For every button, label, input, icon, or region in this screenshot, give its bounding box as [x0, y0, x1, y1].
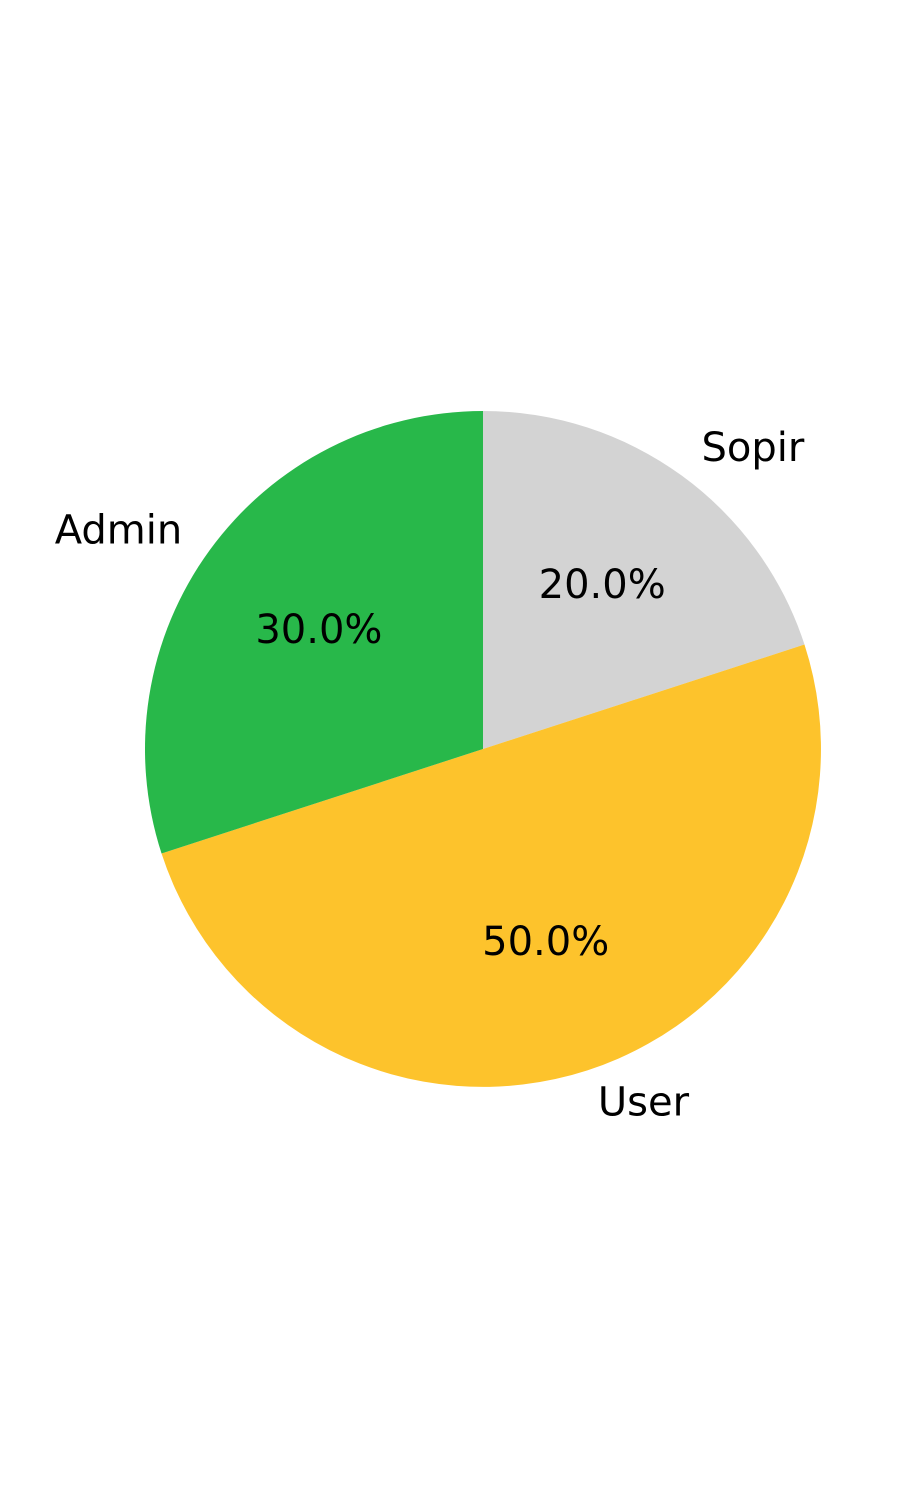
- pie-slice-admin: [144, 411, 483, 854]
- pie-labels: Sopir 20.0% User 50.0% Admin 30.0%: [55, 425, 805, 1125]
- slice-label-admin: Admin: [55, 508, 182, 554]
- slice-label-user: User: [598, 1080, 690, 1126]
- pie-slice-sopir: [483, 411, 805, 749]
- slice-label-sopir: Sopir: [702, 425, 805, 471]
- pie-slices: [144, 411, 821, 1087]
- pie-slice-user: [161, 644, 821, 1087]
- slice-percent-admin: 30.0%: [255, 607, 382, 653]
- slice-percent-user: 50.0%: [482, 919, 609, 965]
- slice-percent-sopir: 20.0%: [539, 562, 666, 608]
